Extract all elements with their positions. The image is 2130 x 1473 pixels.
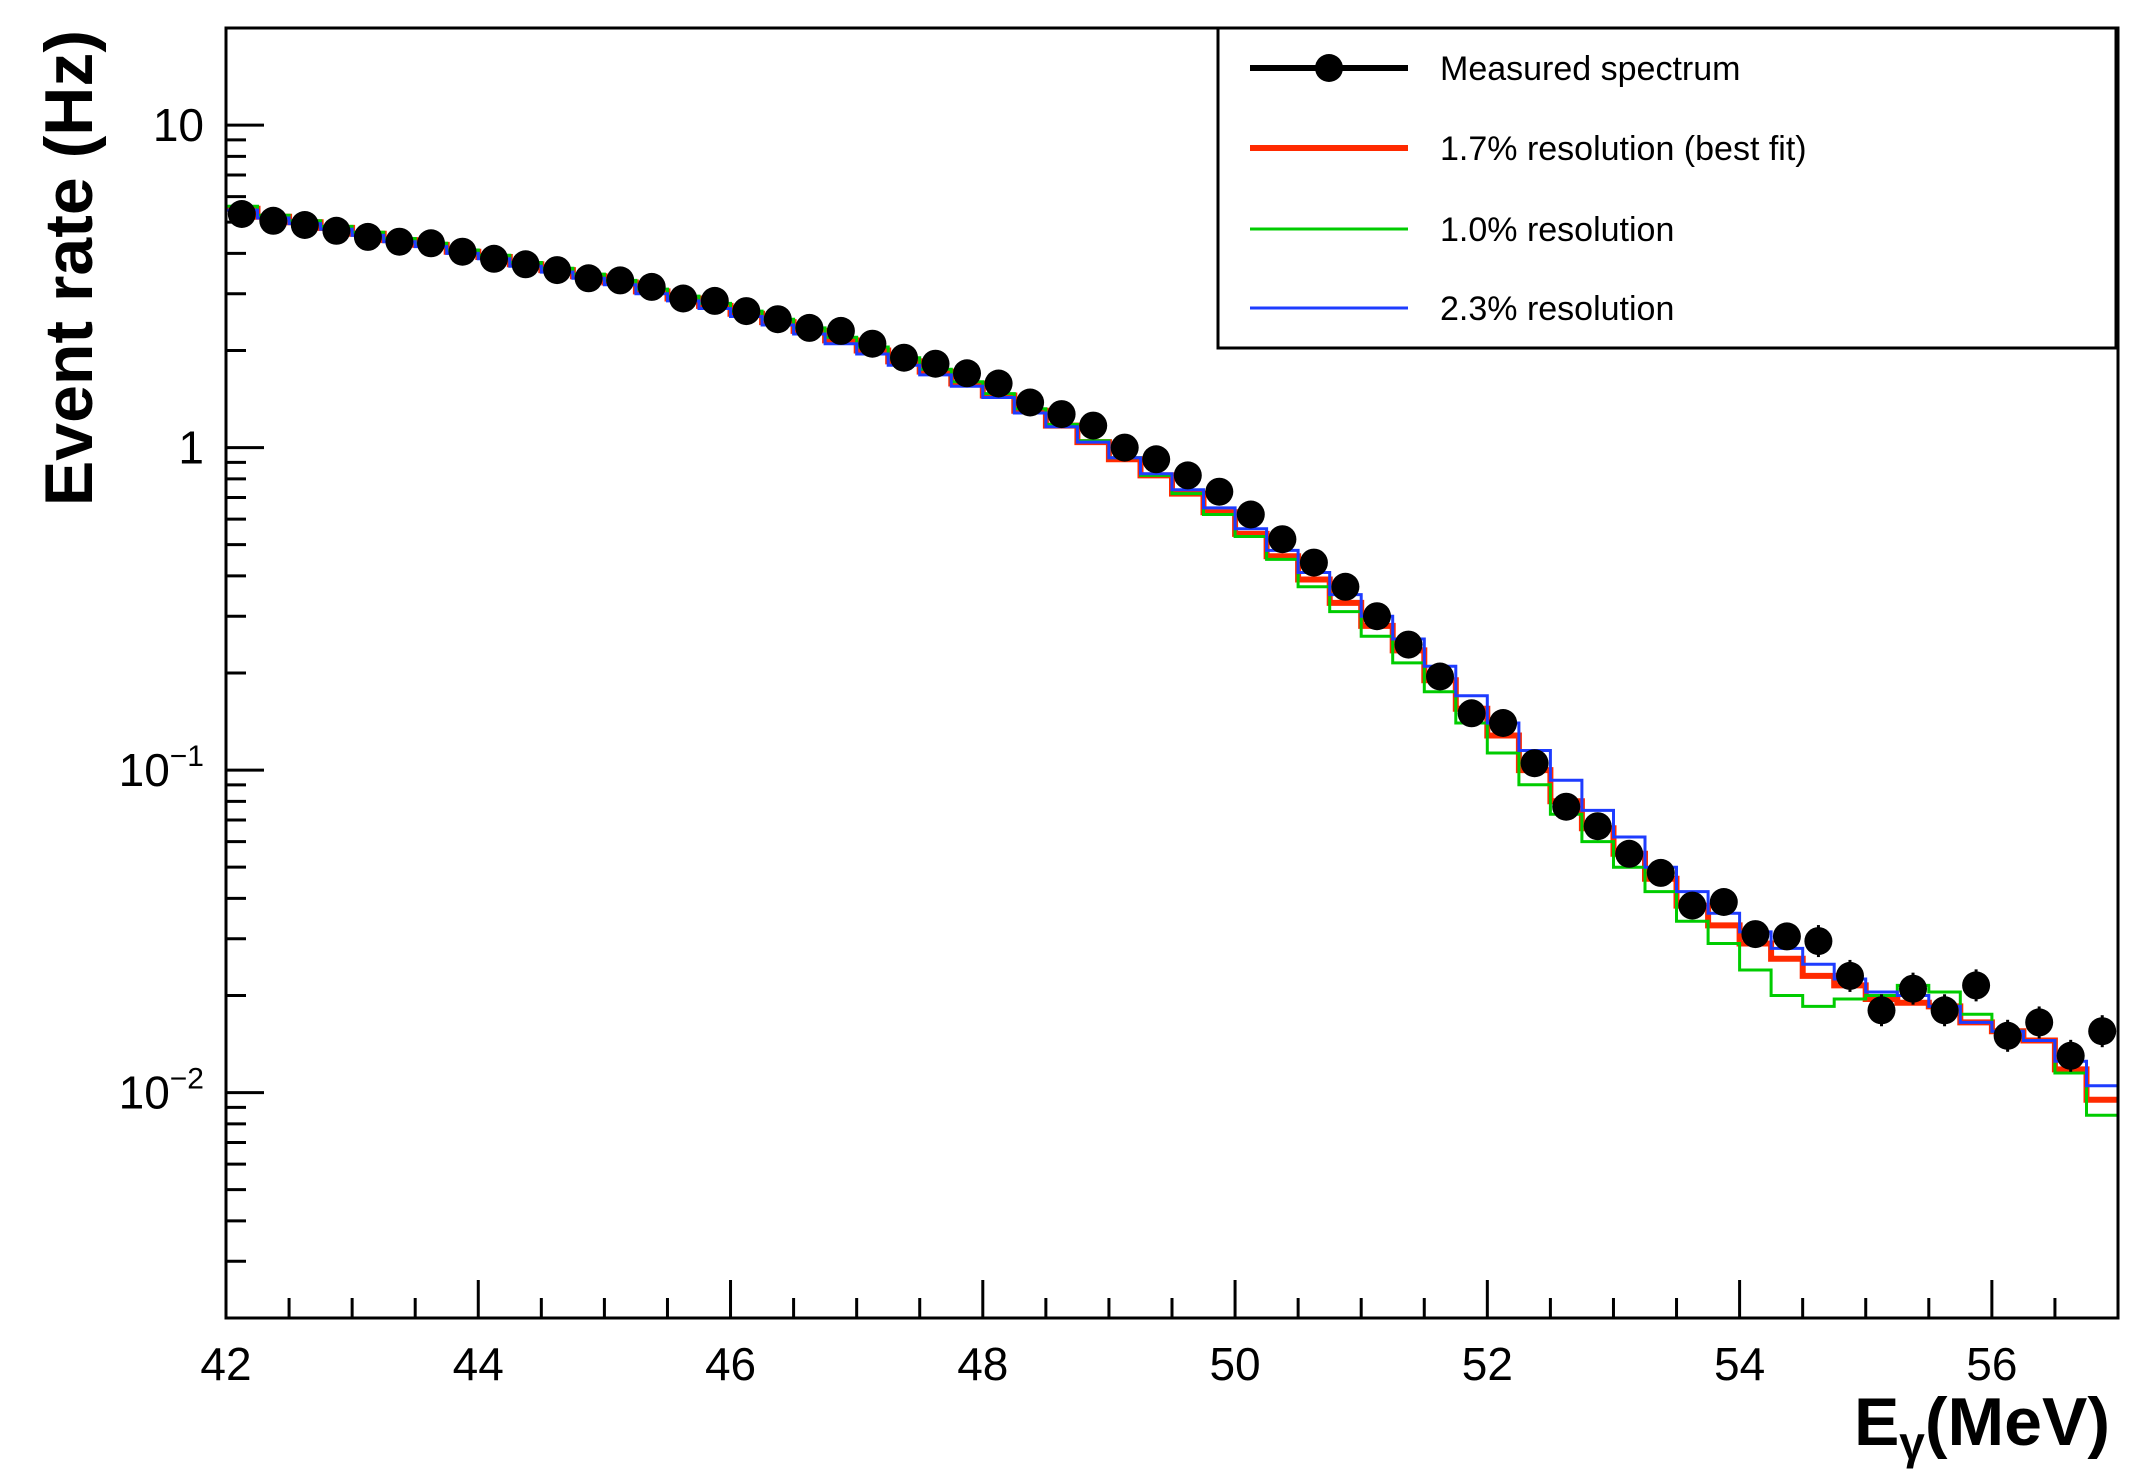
x-axis-title-sub: γ [1899,1417,1925,1469]
measured-point [890,343,918,372]
x-tick-label: 50 [1209,1338,1260,1390]
x-axis-title-main: E [1854,1384,1899,1460]
measured-point [1646,858,1675,887]
measured-point [290,211,319,239]
measured-point [1772,922,1801,951]
legend-label-2-3-resolution: 2.3% resolution [1440,290,1674,328]
measured-point [1110,433,1139,462]
measured-point [921,349,950,378]
measured-point [1804,927,1833,956]
x-tick-label: 54 [1714,1338,1765,1390]
x-tick-label: 42 [200,1338,251,1390]
measured-point [984,369,1013,398]
legend: Measured spectrum 1.7% resolution (best … [1216,26,2118,350]
measured-point [795,313,824,342]
measured-point [1331,572,1360,601]
y-tick-label-base: 10 [119,1067,170,1119]
measured-point [259,206,288,235]
x-axis-title-unit: (MeV) [1925,1384,2110,1460]
measured-point [732,297,761,326]
measured-point [1678,891,1707,920]
measured-point [858,329,887,358]
y-tick-label: 10 [153,99,204,151]
x-tick-label: 52 [1462,1338,1513,1390]
measured-point [2025,1008,2054,1037]
measured-point [763,305,792,334]
measured-point [1615,839,1644,868]
x-axis-title: Eγ(MeV) [1854,1384,2110,1469]
measured-point [606,266,635,295]
series-line-2 [226,208,2118,1088]
histogram-layer [226,204,2118,1117]
x-tick-label: 48 [957,1338,1008,1390]
legend-label-1-0-resolution: 1.0% resolution [1440,211,1674,249]
measured-point [1426,662,1454,691]
y-tick-label-exponent: −1 [170,740,204,773]
measured-point [1836,961,1864,990]
measured-point [1299,548,1328,577]
y-tick-label-base: 1 [178,422,204,474]
y-tick-label-exponent: −2 [170,1063,204,1096]
y-tick-label: 10−1 [119,740,204,796]
y-axis-title: Event rate (Hz) [31,30,107,506]
measured-point [543,256,572,285]
measured-point [2056,1041,2085,1070]
measured-point [1268,525,1297,554]
y-tick-label-base: 10 [153,99,204,151]
measured-point [2088,1017,2117,1046]
legend-marker-measured [1315,54,1343,82]
y-tick-label-base: 10 [119,744,170,796]
measured-point [700,286,729,315]
measured-point [1583,812,1612,841]
measured-point [1930,996,1959,1025]
measured-point [826,316,855,345]
axis-ticks [224,26,2120,1320]
measured-point [1363,602,1391,631]
legend-label-best-fit: 1.7% resolution (best fit) [1440,130,1807,168]
y-tick-label: 1 [178,422,204,474]
measured-point [1016,388,1045,417]
measured-point [637,272,666,301]
measured-point [1079,411,1108,440]
measured-point [1867,996,1896,1025]
x-tick-label: 44 [453,1338,504,1390]
measured-point [1047,400,1076,429]
measured-point [1142,445,1171,474]
measured-point [480,244,508,273]
measured-point [1205,477,1234,506]
measured-point [1962,971,1991,1000]
measured-point [1741,920,1770,949]
measured-point [1899,974,1927,1003]
x-tick-label: 56 [1966,1338,2017,1390]
measured-point [322,216,351,245]
measured-point [669,284,698,313]
measured-point [353,222,382,251]
measured-point [1489,709,1518,737]
measured-point [1552,792,1581,821]
measured-point [574,264,603,293]
y-tick-label: 10−2 [119,1063,204,1119]
legend-label-measured: Measured spectrum [1440,50,1740,88]
measured-point [1520,749,1549,778]
measured-point [417,229,445,258]
x-tick-label: 46 [705,1338,756,1390]
measured-point [1173,461,1202,490]
measured-point [1236,500,1265,529]
measured-point [1457,699,1486,728]
measured-point [511,250,540,279]
measured-point [1394,630,1423,659]
measured-point [1709,888,1738,916]
measured-point [1993,1021,2022,1050]
legend-box [1216,26,2118,350]
measured-point [448,237,477,266]
measured-point [227,200,256,228]
measured-point [953,359,981,388]
measured-points-layer [227,200,2117,1072]
measured-point [385,227,414,256]
